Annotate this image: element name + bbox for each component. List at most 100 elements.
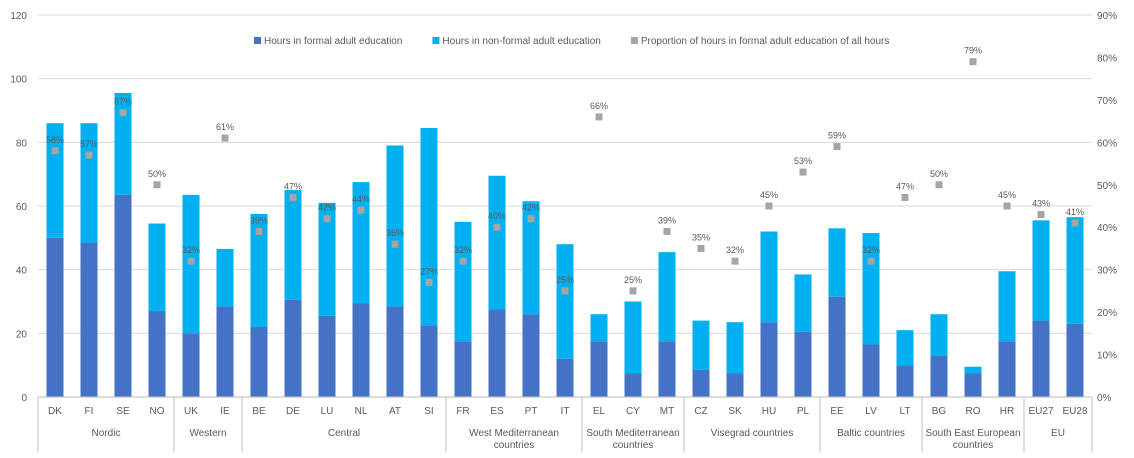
- y2-tick-label: 40%: [1097, 223, 1117, 234]
- bar-formal-IT: [556, 358, 574, 397]
- group-label: West Mediterranean countries: [469, 428, 559, 451]
- bar-nonformal-FR: [454, 221, 472, 342]
- proportion-marker-SI: [425, 278, 433, 286]
- proportion-marker-BG: [935, 181, 943, 189]
- bar-formal-IE: [216, 306, 234, 397]
- proportion-label-SK: 32%: [726, 245, 744, 255]
- proportion-marker-FR: [459, 257, 467, 265]
- bar-formal-BE: [250, 326, 268, 397]
- y-tick-label: 120: [10, 11, 27, 22]
- proportion-marker-CY: [629, 287, 637, 295]
- x-tick-label: EL: [593, 406, 606, 417]
- proportion-label-AT: 36%: [386, 228, 404, 238]
- group-label: South Mediterranean countries: [586, 428, 679, 451]
- proportion-marker-AT: [391, 240, 399, 248]
- bar-nonformal-EU27: [1032, 220, 1050, 321]
- bar-formal-PL: [794, 331, 812, 397]
- proportion-marker-IE: [221, 134, 229, 142]
- x-tick-label: PT: [525, 406, 538, 417]
- y2-tick-label: 50%: [1097, 181, 1117, 192]
- legend-item: Hours in non-formal adult education: [432, 36, 601, 47]
- bar-nonformal-SK: [726, 322, 744, 374]
- legend-item: Hours in formal adult education: [254, 36, 402, 47]
- bar-formal-NO: [148, 311, 166, 397]
- x-tick-label: EU28: [1062, 406, 1087, 417]
- x-tick-label: LV: [865, 406, 877, 417]
- proportion-label-ES: 40%: [488, 211, 506, 221]
- bar-formal-EE: [828, 296, 846, 397]
- proportion-label-LV: 32%: [862, 245, 880, 255]
- group-label: Baltic countries: [837, 428, 905, 439]
- proportion-label-HU: 45%: [760, 190, 778, 200]
- bar-formal-MT: [658, 341, 676, 397]
- proportion-label-SI: 27%: [420, 266, 438, 276]
- x-tick-label: IE: [220, 406, 230, 417]
- proportion-markers: 58% 57% 67% 50% 32% 61% 39% 47% 42% 44% 36% 27% 32% 4…: [46, 46, 1084, 295]
- proportion-label-CY: 25%: [624, 275, 642, 285]
- proportion-marker-EE: [833, 143, 841, 151]
- proportion-marker-LU: [323, 215, 331, 223]
- proportion-label-PT: 42%: [522, 203, 540, 213]
- group-label: Visegrad countries: [711, 428, 794, 439]
- legend-item: Proportion of hours in formal adult educ…: [630, 36, 889, 47]
- group-label: Central: [328, 428, 360, 439]
- bar-nonformal-PT: [522, 201, 540, 315]
- proportion-label-FR: 32%: [454, 245, 472, 255]
- bar-nonformal-SI: [420, 128, 438, 326]
- proportion-label-EL: 66%: [590, 101, 608, 111]
- proportion-marker-MT: [663, 227, 671, 235]
- x-tick-label: CZ: [694, 406, 707, 417]
- y2-tick-label: 30%: [1097, 266, 1117, 277]
- x-tick-label: BE: [252, 406, 266, 417]
- group-label: Western: [189, 428, 226, 439]
- x-tick-label: EE: [830, 406, 844, 417]
- bar-nonformal-LT: [896, 330, 914, 366]
- bars: [46, 92, 1084, 397]
- x-tick-label: EU27: [1028, 406, 1053, 417]
- x-tick-label: ES: [490, 406, 504, 417]
- proportion-label-UK: 32%: [182, 245, 200, 255]
- proportion-marker-UK: [187, 257, 195, 265]
- bar-nonformal-IT: [556, 244, 574, 359]
- x-tick-label: RO: [966, 406, 981, 417]
- group-label: South East European countries: [925, 428, 1020, 451]
- bar-formal-HU: [760, 322, 778, 397]
- proportion-label-NO: 50%: [148, 169, 166, 179]
- bar-nonformal-EU28: [1066, 217, 1084, 324]
- bar-formal-AT: [386, 306, 404, 397]
- legend-label: Hours in non-formal adult education: [442, 36, 600, 47]
- legend: Hours in formal adult education Hours in …: [254, 36, 889, 47]
- y2-tick-label: 80%: [1097, 53, 1117, 64]
- proportion-marker-NL: [357, 206, 365, 214]
- proportion-marker-EU28: [1071, 219, 1079, 227]
- bar-formal-NL: [352, 303, 370, 397]
- x-tick-label: SK: [728, 406, 742, 417]
- y-axis-right: 0% 10% 20% 30% 40% 50% 60% 70% 80% 90%: [1097, 11, 1117, 404]
- proportion-label-SE: 67%: [114, 97, 132, 107]
- proportion-marker-LV: [867, 257, 875, 265]
- bar-formal-LT: [896, 365, 914, 397]
- proportion-label-EE: 59%: [828, 131, 846, 141]
- proportion-marker-FI: [85, 151, 93, 159]
- bar-formal-FR: [454, 341, 472, 397]
- proportion-marker-LT: [901, 194, 909, 202]
- proportion-marker-SE: [119, 109, 127, 117]
- y-tick-label: 20: [16, 329, 28, 340]
- bar-nonformal-DK: [46, 123, 64, 238]
- proportion-label-CZ: 35%: [692, 232, 710, 242]
- bar-formal-SI: [420, 325, 438, 397]
- bar-nonformal-CY: [624, 301, 642, 374]
- legend-label: Proportion of hours in formal adult educ…: [641, 36, 889, 47]
- proportion-marker-HR: [1003, 202, 1011, 210]
- bar-nonformal-EE: [828, 228, 846, 297]
- bar-formal-SE: [114, 194, 132, 397]
- proportion-marker-EU27: [1037, 210, 1045, 218]
- y2-tick-label: 0%: [1097, 393, 1112, 404]
- legend-swatch: [432, 37, 440, 44]
- bar-nonformal-HU: [760, 231, 778, 323]
- bar-nonformal-AT: [386, 145, 404, 307]
- x-tick-label: NO: [150, 406, 165, 417]
- x-tick-label: PL: [797, 406, 810, 417]
- y2-tick-label: 70%: [1097, 96, 1117, 107]
- bar-formal-EU28: [1066, 323, 1084, 397]
